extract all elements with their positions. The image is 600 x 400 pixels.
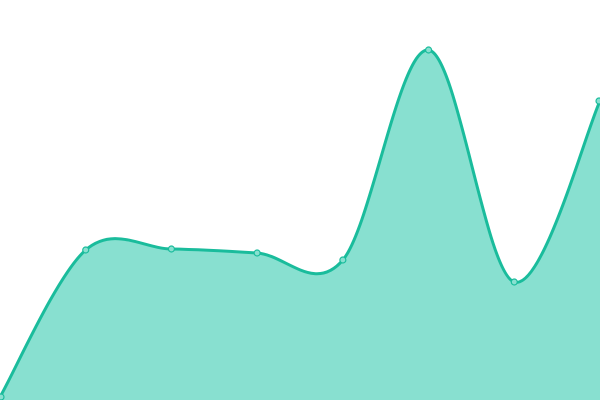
data-point-1 xyxy=(82,246,90,254)
data-point-0 xyxy=(0,393,5,400)
data-points xyxy=(0,46,600,400)
data-point-3 xyxy=(253,249,261,257)
area-fill xyxy=(0,49,600,400)
data-point-4 xyxy=(339,256,347,264)
data-point-7 xyxy=(595,97,600,105)
data-point-6 xyxy=(510,278,518,286)
data-point-5 xyxy=(424,46,433,54)
data-point-2 xyxy=(167,245,176,253)
